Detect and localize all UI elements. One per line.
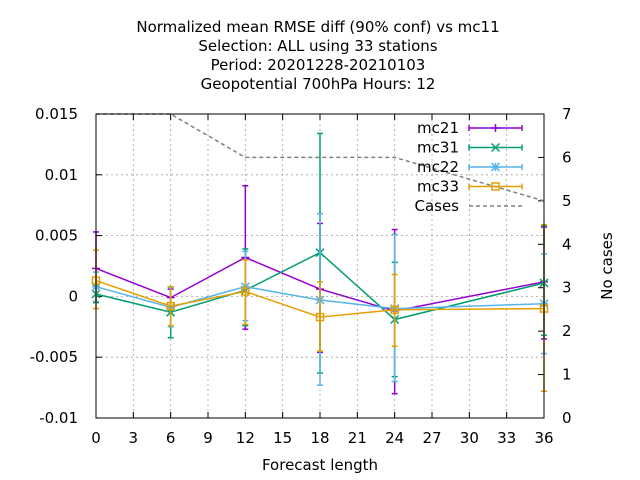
series-line-mc31 [95,251,545,321]
legend-item-Cases: Cases [414,197,522,215]
legend-label: mc33 [417,178,459,196]
legend-item-mc22: mc22 [417,158,523,176]
legend-marker [490,142,501,153]
title-line: Geopotential 700hPa Hours: 12 [201,75,436,93]
x-tick-label: 33 [497,429,516,447]
series-Cases [96,113,545,202]
y2-tick-label: 5 [562,192,572,210]
y-tick-label: 0.005 [35,227,78,245]
x-tick-label: 36 [534,429,553,447]
legend-item-mc33: mc33 [417,178,523,196]
legend-item-mc21: mc21 [417,119,523,137]
y-tick-label: 0 [68,287,78,305]
title-line: Selection: ALL using 33 stations [198,37,437,55]
y-tick-label: 0.01 [45,166,78,184]
y2-tick-label: 4 [562,235,572,253]
legend-marker [490,162,501,172]
y2-tick-label: 0 [562,409,572,427]
x-tick-label: 18 [310,429,329,447]
point-mc33 [166,301,175,311]
x-tick-label: 15 [273,429,292,447]
legend-label: mc21 [417,119,459,137]
x-tick-label: 6 [166,429,176,447]
legend-label: mc31 [417,139,459,157]
y2-axis-label: No cases [598,232,616,300]
series-line-mc21 [95,256,545,312]
y-tick-label: 0.015 [35,105,78,123]
error-bar-mc33 [242,259,249,326]
legend-label: mc22 [417,158,459,176]
point-mc33 [390,305,399,315]
series-line-mc33 [95,279,545,318]
x-tick-label: 27 [422,429,441,447]
plot-frame [95,113,545,419]
y2-tick-label: 3 [562,279,572,297]
x-tick-label: 9 [203,429,213,447]
chart-title: Normalized mean RMSE diff (90% conf) vs … [136,18,499,93]
series-line-mc22 [95,285,545,310]
x-axis-label: Forecast length [262,456,378,474]
x-tick-label: 21 [348,429,367,447]
x-tick-label: 0 [91,429,101,447]
y2-tick-label: 7 [562,105,572,123]
x-tick-label: 30 [460,429,479,447]
axis-ticks: 0 3 6 9 12 15 18 21 24 27 30 33 36-0.01-0.00500.0050… [30,105,572,447]
y2-tick-label: 1 [562,366,572,384]
point-mc33 [315,312,325,322]
error-bar-mc33 [391,273,398,348]
title-line: Period: 20201228-20210103 [211,56,426,74]
legend-label: Cases [414,197,459,215]
series-line-Cases [96,113,545,202]
x-tick-label: 12 [236,429,255,447]
y-tick-label: -0.005 [30,348,78,366]
y-tick-label: -0.01 [39,409,78,427]
series-layer [91,113,549,395]
error-bar-mc33 [317,281,323,352]
y2-tick-label: 2 [562,322,572,340]
point-mc33 [241,287,250,296]
legend-item-mc31: mc31 [417,139,523,157]
error-bar-mc33 [167,285,174,327]
legend-marker [491,182,500,191]
legend-marker [491,124,500,132]
title-line: Normalized mean RMSE diff (90% conf) vs … [136,18,499,36]
y2-tick-label: 6 [562,148,572,166]
x-tick-label: 24 [385,429,404,447]
x-tick-label: 3 [129,429,139,447]
